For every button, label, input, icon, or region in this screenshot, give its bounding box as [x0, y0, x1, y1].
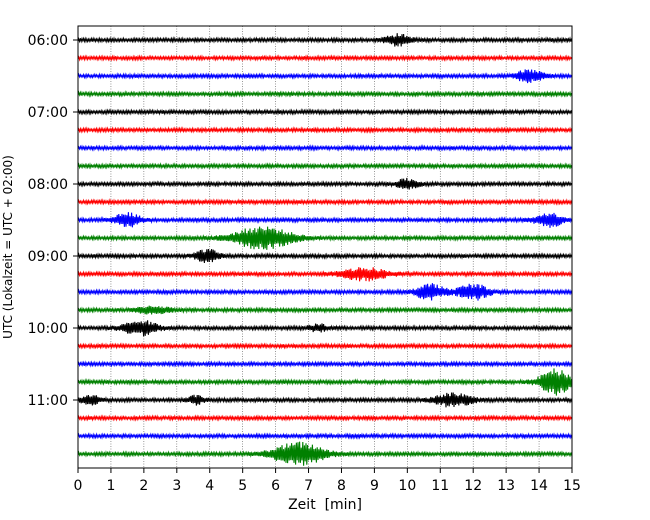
y-tick-label: 07:00 [28, 105, 68, 121]
trace-0645 [77, 90, 573, 98]
x-tick-label: 7 [304, 478, 313, 494]
trace-0615 [77, 54, 573, 62]
x-tick-label: 0 [74, 478, 83, 494]
y-tick-label: 09:00 [28, 249, 68, 265]
x-tick-label: 1 [106, 478, 115, 494]
x-tick-label: 15 [563, 478, 581, 494]
x-tick-label: 14 [530, 478, 548, 494]
x-axis: 0 1 2 3 4 5 6 7 8 9 10 11 12 13 14 15 [74, 468, 581, 494]
x-tick-label: 12 [464, 478, 482, 494]
y-tick-label: 06:00 [28, 33, 68, 49]
x-tick-label: 11 [431, 478, 449, 494]
trace-0900 [77, 248, 573, 263]
x-tick-label: 4 [205, 478, 214, 494]
grid-layer [110, 26, 540, 468]
x-axis-title: Zeit [min] [288, 497, 362, 513]
trace-0715 [77, 126, 573, 134]
trace-1130 [77, 432, 573, 440]
y-axis: 06:00 07:00 08:00 09:00 10:00 11:00 [28, 33, 78, 409]
trace-layer [77, 33, 573, 466]
trace-0600 [77, 33, 573, 47]
trace-0845 [77, 226, 573, 250]
x-tick-label: 8 [337, 478, 346, 494]
trace-0830 [77, 212, 573, 228]
trace-0745 [77, 162, 573, 170]
trace-0930 [77, 283, 573, 301]
x-tick-label: 2 [139, 478, 148, 494]
trace-0630 [77, 69, 573, 84]
trace-0945 [77, 305, 573, 315]
trace-0915 [77, 267, 573, 282]
x-tick-label: 6 [271, 478, 280, 494]
y-tick-label: 11:00 [28, 393, 68, 409]
x-tick-label: 13 [497, 478, 515, 494]
trace-1100 [77, 392, 573, 408]
trace-1145 [77, 441, 573, 466]
trace-1115 [77, 414, 573, 422]
y-axis-title: UTC (Lokalzeit = UTC + 02:00) [1, 155, 15, 339]
trace-0815 [77, 198, 573, 206]
x-tick-label: 9 [370, 478, 379, 494]
y-tick-label: 08:00 [28, 177, 68, 193]
trace-0700 [77, 108, 573, 116]
trace-1000 [77, 320, 573, 337]
trace-1015 [77, 342, 573, 350]
x-tick-label: 5 [238, 478, 247, 494]
x-tick-label: 3 [172, 478, 181, 494]
trace-1030 [77, 360, 573, 368]
trace-0800 [77, 177, 573, 190]
x-tick-label: 10 [398, 478, 416, 494]
trace-1045 [77, 368, 573, 396]
trace-0730 [77, 144, 573, 152]
y-tick-label: 10:00 [28, 321, 68, 337]
plot-frame [77, 25, 573, 469]
